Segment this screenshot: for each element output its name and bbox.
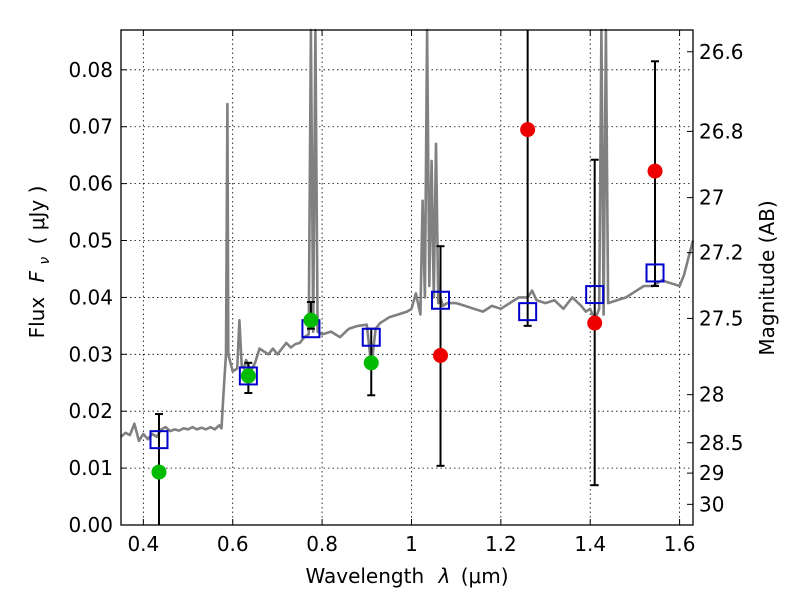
y-tick-label: 0.01: [68, 456, 113, 480]
y-tick-label: 0.03: [68, 342, 113, 366]
y-tick-label: 0.08: [68, 58, 113, 82]
magnitude-tick-label: 30: [699, 492, 724, 516]
y-axis-label-unit: ( μJy ): [25, 186, 49, 245]
model-point-square: [645, 263, 665, 283]
observed-point-nondetection: [587, 315, 603, 331]
observed-point-nondetection: [520, 122, 536, 138]
y-tick-label: 0.02: [68, 399, 113, 423]
observed-point-detection: [303, 312, 319, 328]
y-tick-label: 0.04: [68, 285, 113, 309]
magnitude-tick-label: 29: [699, 461, 724, 485]
model-point-square: [361, 327, 381, 347]
x-tick-label: 1.2: [485, 532, 517, 556]
observed-point-detection: [151, 464, 167, 480]
x-tick-label: 1: [405, 532, 418, 556]
observed-point-nondetection: [647, 163, 663, 179]
y-tick-label: 0.06: [68, 172, 113, 196]
magnitude-axis-label: Magnitude (AB): [755, 200, 779, 355]
y-axis-label-symbol: F: [25, 270, 49, 282]
x-tick-label: 0.8: [306, 532, 338, 556]
model-point-square: [518, 302, 538, 322]
y-tick-label: 0.00: [68, 513, 113, 537]
x-axis-label: Wavelength λ (μm): [305, 564, 508, 588]
observed-point-nondetection: [433, 347, 449, 363]
observed-point-detection: [363, 355, 379, 371]
magnitude-tick-label: 28: [699, 383, 724, 407]
model-points-layer: [149, 263, 665, 450]
x-axis-label-text: Wavelength: [305, 564, 424, 588]
magnitude-tick-label: 26.6: [699, 40, 744, 64]
x-tick-label: 1.6: [664, 532, 696, 556]
y-axis-label: Flux F ν ( μJy ): [25, 186, 54, 339]
x-axis: 0.4 0.6 0.8 1 1.2 1.4 1.6: [127, 30, 696, 556]
magnitude-tick-label: 28.5: [699, 431, 744, 455]
magnitude-tick-label: 26.8: [699, 119, 744, 143]
magnitude-axis: 26.6 26.8 27 27.2 27.5 28 28.5 29 30: [687, 40, 744, 516]
y-tick-label: 0.07: [68, 115, 113, 139]
magnitude-tick-label: 27: [699, 186, 724, 210]
y-axis-label-text: Flux: [25, 297, 49, 339]
magnitude-tick-label: 27.5: [699, 306, 744, 330]
observed-point-detection: [240, 368, 256, 384]
y-tick-label: 0.05: [68, 229, 113, 253]
x-tick-label: 0.4: [127, 532, 159, 556]
y-axis-label-subscript: ν: [37, 257, 53, 265]
model-point-square: [149, 430, 169, 450]
plot-frame: [120, 29, 694, 526]
magnitude-tick-label: 27.2: [699, 241, 744, 265]
x-tick-label: 0.6: [217, 532, 249, 556]
template-spectrum-layer: [120, 28, 695, 443]
x-tick-label: 1.4: [574, 532, 606, 556]
y-axis: 0.00 0.01 0.02 0.03 0.04 0.05 0.06 0.07 0.08: [68, 58, 127, 537]
grid: [121, 30, 693, 525]
model-point-square: [585, 285, 605, 305]
observed-points-layer: [151, 122, 663, 480]
x-axis-label-unit: (μm): [461, 564, 509, 588]
template-spectrum-line: [120, 28, 695, 443]
model-point-square: [238, 366, 258, 386]
model-point-square: [431, 290, 451, 310]
x-axis-label-symbol: λ: [438, 564, 451, 588]
